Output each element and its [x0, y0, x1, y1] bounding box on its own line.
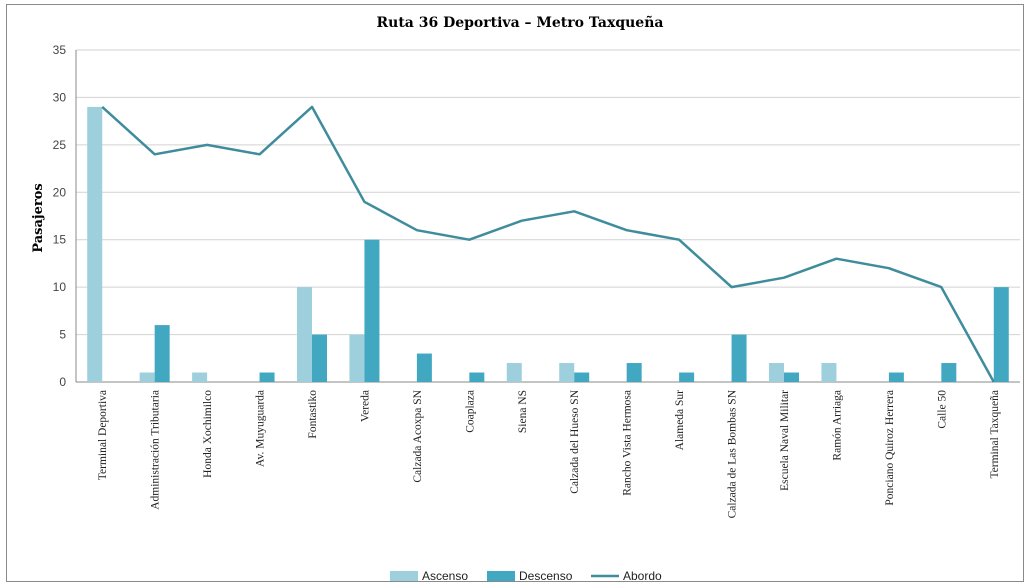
x-tick-label: Rancho Vista Hermosa [622, 390, 634, 496]
x-tick-label: Ramón Arriaga [831, 390, 843, 461]
bar-ascenso [769, 363, 784, 382]
x-tick-label: Calzada de Las Bombas SN [727, 389, 739, 518]
bar-ascenso [192, 372, 208, 382]
bar-descenso [259, 372, 275, 382]
bar-ascenso [87, 106, 103, 383]
bar-descenso [416, 353, 432, 382]
x-tick-label: Terminal Deportiva [97, 390, 109, 480]
y-tick-label: 35 [53, 43, 67, 57]
x-tick-label: Coaplaza [464, 390, 476, 433]
bar-descenso [364, 239, 380, 382]
abordo-line-layer [101, 105, 995, 383]
bar-descenso [888, 372, 904, 382]
y-tick-label: 5 [59, 328, 66, 342]
legend-swatch [390, 571, 418, 581]
x-tick-label: Vereda [359, 390, 371, 422]
x-tick-label: Administración Tributaria [150, 390, 162, 510]
legend: Ascenso Descenso Abordo [390, 569, 662, 583]
y-axis-label: Pasajeros [31, 183, 46, 252]
y-tick-label: 10 [53, 280, 67, 294]
bar-descenso [626, 363, 642, 382]
bar-descenso [784, 372, 799, 382]
x-tick-label: Escuela Naval Militar [779, 390, 791, 491]
legend-label: Ascenso [422, 569, 468, 583]
y-tick-label: 0 [59, 375, 66, 389]
bar-ascenso [506, 363, 522, 382]
x-tick-label: Fontastiko [307, 390, 319, 439]
legend-swatch [487, 571, 515, 581]
chart-title: Ruta 36 Deportiva – Metro Taxqueña [377, 14, 664, 31]
bar-ascenso [559, 363, 575, 382]
x-tick-label: Alameda Sur [674, 390, 686, 451]
x-tick-label: Calle 50 [936, 390, 948, 429]
y-tick-label: 25 [53, 138, 67, 152]
x-tick-label: Calzada Acoxpa SN [412, 389, 424, 482]
abordo-line [101, 105, 995, 383]
x-tick-labels: Terminal Deportiva Administración Tributa… [97, 389, 1001, 518]
x-tick-label: Ponciano Quiroz Herrera [884, 390, 896, 506]
chart-frame [6, 4, 1024, 582]
x-tick-label: Terminal Taxqueña [989, 390, 1001, 479]
bars [87, 106, 1009, 383]
y-tick-labels: 0 5 10 15 20 25 30 35 [53, 43, 67, 389]
x-tick-label: Honda Xochimilco [202, 390, 214, 478]
bar-descenso [993, 287, 1009, 382]
y-tick-label: 30 [53, 90, 67, 104]
legend-label: Abordo [623, 569, 662, 583]
bar-descenso [312, 334, 327, 382]
x-tick-label: Calzada del Hueso SN [569, 389, 581, 493]
gridlines [75, 49, 1020, 383]
bar-descenso [731, 334, 747, 382]
bar-ascenso [297, 287, 312, 382]
y-tick-label: 20 [53, 185, 67, 199]
bar-ascenso [349, 334, 365, 382]
bar-ascenso [139, 372, 155, 382]
bar-descenso [154, 325, 170, 382]
bar-descenso [941, 363, 957, 382]
x-tick-label: Siena NS [517, 390, 529, 433]
bar-descenso [679, 372, 695, 382]
bar-ascenso [821, 363, 837, 382]
x-tick-label: Av. Muyuguarda [255, 390, 267, 467]
y-tick-label: 15 [53, 233, 67, 247]
bar-descenso [574, 372, 590, 382]
bar-descenso [469, 372, 485, 382]
legend-label: Descenso [519, 569, 573, 583]
